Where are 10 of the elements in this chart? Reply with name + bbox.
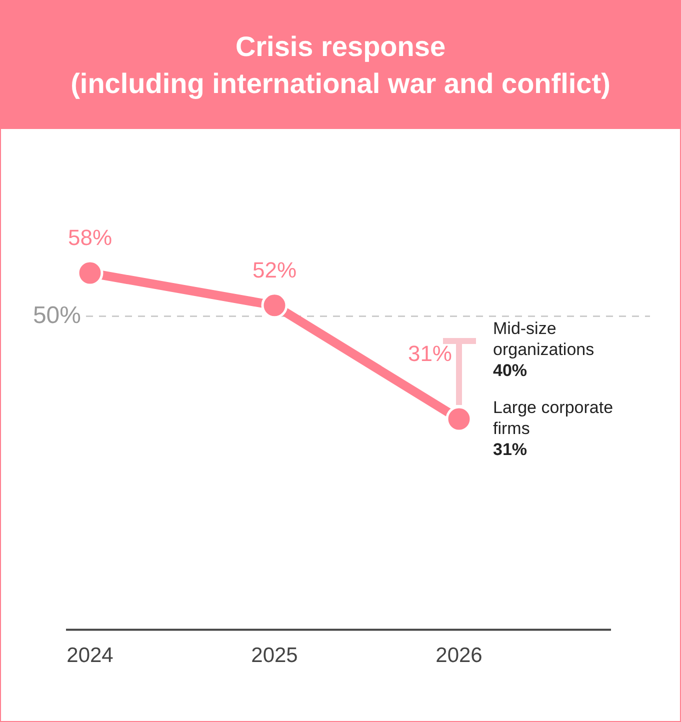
- x-tick-label: 2026: [436, 644, 482, 668]
- data-label: 52%: [252, 257, 297, 282]
- x-tick-label: 2024: [66, 644, 114, 668]
- ref-line-label: 50%: [32, 302, 81, 329]
- annotation: Large corporate firms 31%: [493, 398, 614, 460]
- x-tick-label: 2025: [251, 644, 298, 668]
- chart-title: Crisis response (including international war and conflict): [1, 1, 680, 129]
- data-label: 58%: [68, 225, 112, 250]
- annotation: Mid-size organizations 40%: [493, 319, 594, 380]
- data-label: 31%: [408, 341, 452, 366]
